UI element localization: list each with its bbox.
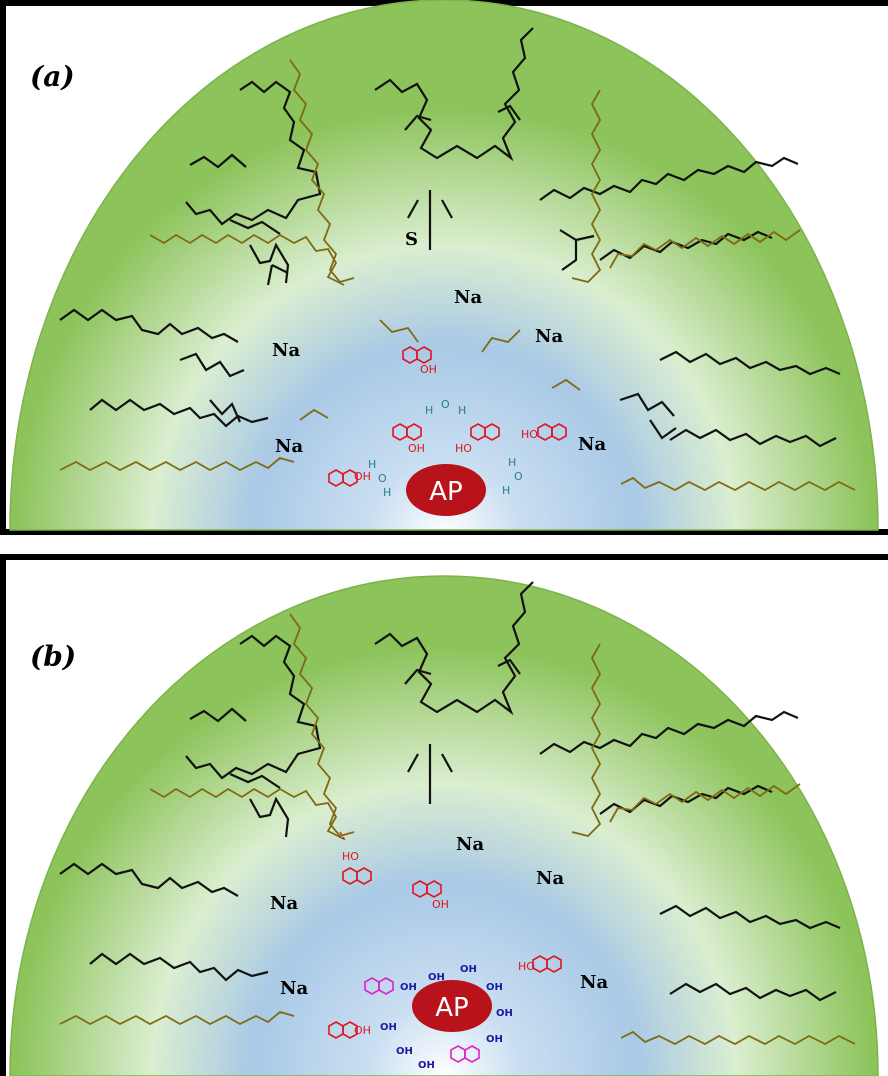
ipm-molecule-group xyxy=(59,613,856,1046)
ap-label: AP xyxy=(435,993,468,1023)
naphthol-molecule xyxy=(402,346,432,364)
panel-a: AP (a) Na Na Na Na Na S OH OH HO HO OH H… xyxy=(0,0,888,535)
hydroxide-ion: OH xyxy=(428,972,445,983)
hydroxyl-label: HO xyxy=(518,960,535,973)
panel-frame xyxy=(0,554,888,1076)
ap-core xyxy=(412,980,492,1032)
hydroxide-ions: OH OH OH OH OH OH OH OH OH xyxy=(380,964,513,1071)
water-o: O xyxy=(514,470,523,483)
hydroxide-ion: OH xyxy=(460,964,477,975)
naphtholate-molecule xyxy=(364,977,394,995)
naphthol-group xyxy=(328,867,562,1039)
sodium-labels: Na Na Na Na Na xyxy=(270,834,608,999)
hydroxyl-label: OH xyxy=(432,898,449,911)
hydroxyl-label: OH xyxy=(420,363,437,376)
sodium-labels: Na Na Na Na Na S xyxy=(272,229,606,457)
hydroxide-ion: OH xyxy=(380,1022,397,1033)
ap-label: AP xyxy=(429,477,462,507)
naphthol-molecule xyxy=(342,867,372,885)
hydroxyl-label: HO xyxy=(455,442,472,455)
naphthol-molecule xyxy=(328,469,358,487)
micelle-shell xyxy=(9,575,879,1076)
water-h: H xyxy=(502,484,510,497)
naphthol-molecule xyxy=(392,423,422,441)
sulfonate-s-label: S xyxy=(405,229,418,250)
naphthol-molecule xyxy=(537,423,567,441)
sodium-ion: Na xyxy=(535,326,563,347)
panel-b: AP (b) Na Na Na Na Na HO OH HO OH OH OH … xyxy=(0,554,888,1076)
hydroxyl-label: OH xyxy=(354,1024,371,1037)
sodium-ion: Na xyxy=(578,434,606,455)
hydroxide-ion: OH xyxy=(418,1060,435,1071)
water-h: H xyxy=(458,404,466,417)
sodium-ion: Na xyxy=(280,978,308,999)
ap-core xyxy=(406,464,486,516)
water-h: H xyxy=(508,456,516,469)
naphthol-group xyxy=(328,346,567,487)
water-h: H xyxy=(383,486,391,499)
hydroxyl-label: OH xyxy=(408,442,425,455)
sodium-ion: Na xyxy=(272,340,300,361)
sodium-ion: Na xyxy=(454,287,482,308)
naphthol-hydroxyl-labels: OH OH HO HO OH xyxy=(354,363,538,483)
hydroxide-ion: OH xyxy=(496,1008,513,1019)
micelle-shell xyxy=(9,0,879,531)
aot-molecule-group xyxy=(59,27,841,448)
sodium-ion: Na xyxy=(275,436,303,457)
water-molecules: H O H H O H H O H xyxy=(368,398,523,499)
panel-label: (a) xyxy=(30,60,75,93)
naphthol-molecule xyxy=(470,423,500,441)
naphtholate-group xyxy=(364,977,480,1063)
hydroxide-ion: OH xyxy=(486,1034,503,1045)
water-o: O xyxy=(378,472,387,485)
naphtholate-molecule xyxy=(450,1045,480,1063)
hydroxide-ion: OH xyxy=(400,982,417,993)
water-h: H xyxy=(368,458,376,471)
hydroxyl-label: HO xyxy=(342,850,359,863)
naphthol-molecule xyxy=(532,955,562,973)
micelle-diagram-b: AP (b) Na Na Na Na Na HO OH HO OH OH OH … xyxy=(0,554,888,1076)
micelle-diagram-a: AP (a) Na Na Na Na Na S OH OH HO HO OH H… xyxy=(0,0,888,535)
ipm-molecule-group xyxy=(59,59,856,492)
hydroxyl-label: HO xyxy=(521,428,538,441)
hydroxyl-label: OH xyxy=(354,470,371,483)
sodium-ion: Na xyxy=(580,972,608,993)
naphthol-molecule xyxy=(328,1021,358,1039)
hydroxide-ion: OH xyxy=(486,982,503,993)
panel-label: (b) xyxy=(30,640,76,673)
water-o: O xyxy=(441,398,450,411)
hydrogen-bond xyxy=(339,831,347,843)
naphthol-hydroxyl-labels: HO OH HO OH xyxy=(342,850,535,1037)
water-h: H xyxy=(425,404,433,417)
sodium-ion: Na xyxy=(270,893,298,914)
naphthol-molecule xyxy=(412,880,442,898)
sodium-ion: Na xyxy=(536,868,564,889)
hydroxide-ion: OH xyxy=(396,1046,413,1057)
aot-molecule-group xyxy=(59,581,841,1002)
sodium-ion: Na xyxy=(456,834,484,855)
